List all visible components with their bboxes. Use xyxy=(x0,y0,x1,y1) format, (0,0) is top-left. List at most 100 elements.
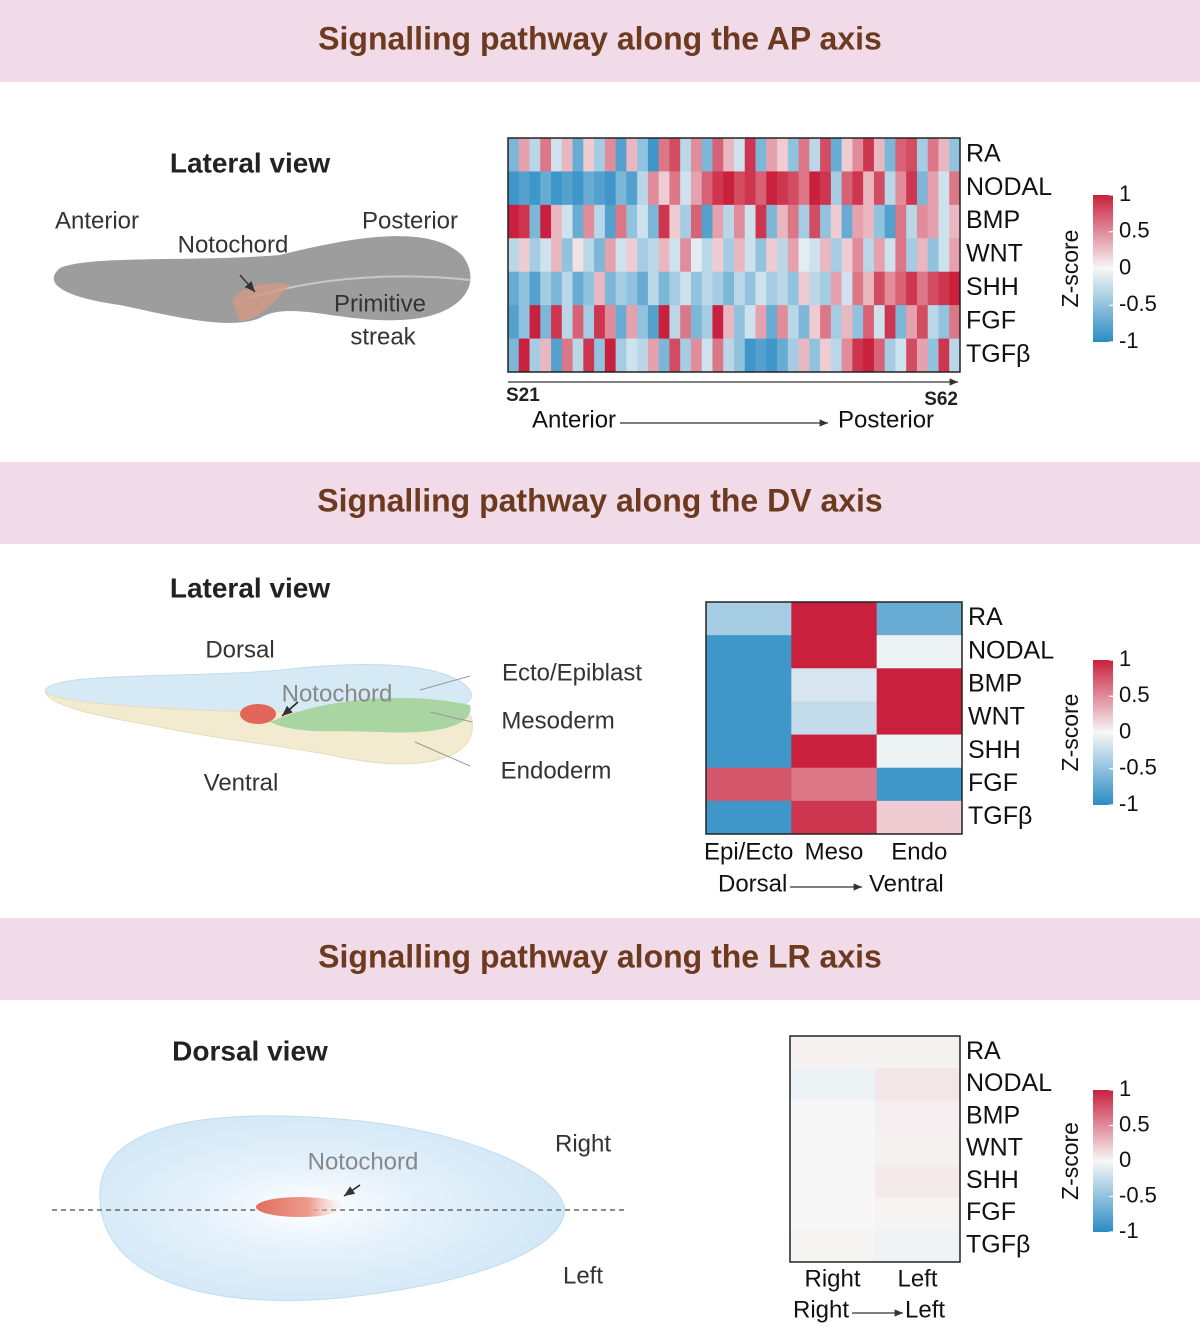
heatmap-cell xyxy=(791,734,878,769)
heatmap-cell xyxy=(626,338,638,373)
heatmap-cell xyxy=(734,171,746,206)
heatmap-cell xyxy=(734,204,746,239)
heatmap-cell xyxy=(583,338,595,373)
heatmap-cell xyxy=(604,204,617,239)
column-label: S21 xyxy=(506,385,540,406)
heatmap-cell xyxy=(701,204,713,239)
heatmap-cell xyxy=(518,271,530,306)
column-label: Right xyxy=(804,1265,860,1292)
section-band xyxy=(0,0,1200,82)
heatmap-cell xyxy=(895,138,907,172)
colorbar-tick-label: 0.5 xyxy=(1119,1111,1150,1136)
heatmap-cell xyxy=(876,668,963,702)
heatmap-cell xyxy=(875,1068,961,1101)
heatmap-cell xyxy=(658,338,670,373)
diagram-label: Notochord xyxy=(282,680,393,707)
heatmap-cell xyxy=(798,171,810,206)
heatmap-cell xyxy=(669,271,681,306)
heatmap-cell xyxy=(529,171,541,206)
heatmap-cell xyxy=(873,204,886,239)
heatmap-cell xyxy=(551,271,563,306)
heatmap-cell xyxy=(809,305,821,339)
heatmap-cell xyxy=(895,338,907,373)
heatmap-cell xyxy=(790,1068,876,1101)
heatmap-cell xyxy=(884,138,896,172)
heatmap-cell xyxy=(508,238,520,273)
heatmap-cell xyxy=(949,171,961,206)
heatmap-cell xyxy=(766,204,778,239)
heatmap-cell xyxy=(658,271,670,306)
heatmap-cell xyxy=(787,271,799,306)
heatmap-cell xyxy=(690,204,703,239)
colorbar-tick-label: 0 xyxy=(1119,254,1131,279)
heatmap-cell xyxy=(734,138,746,172)
heatmap-cell xyxy=(604,338,617,373)
heatmap-cell xyxy=(852,271,864,306)
row-label: NODAL xyxy=(966,173,1052,201)
heatmap-cell xyxy=(787,338,799,373)
heatmap-cell xyxy=(647,171,660,206)
row-label: RA xyxy=(968,603,1003,631)
heatmap-cell xyxy=(615,171,627,206)
heatmap-cell xyxy=(884,171,896,206)
heatmap-cell xyxy=(938,138,950,172)
heatmap-cell xyxy=(790,1132,876,1166)
heatmap-cell xyxy=(927,238,939,273)
colorbar-tick-label: 0.5 xyxy=(1119,682,1150,707)
heatmap-cell xyxy=(669,305,681,339)
heatmap-cell xyxy=(938,305,950,339)
heatmap-cell xyxy=(876,734,963,769)
diagram-label: Right xyxy=(555,1130,611,1157)
heatmap-cell xyxy=(841,171,853,206)
axis-to: Ventral xyxy=(869,870,944,897)
heatmap-cell xyxy=(927,338,939,373)
heatmap-cell xyxy=(777,171,789,206)
heatmap-cell xyxy=(690,305,703,339)
heatmap-cell xyxy=(680,305,692,339)
heatmap-cell xyxy=(680,171,692,206)
diagram-label: Ecto/Epiblast xyxy=(502,659,642,686)
heatmap-cell xyxy=(790,1229,876,1263)
heatmap-cell xyxy=(551,171,563,206)
heatmap-cell xyxy=(572,171,584,206)
diagram-label: Endoderm xyxy=(501,757,612,784)
heatmap-cell xyxy=(572,238,584,273)
section-title: Signalling pathway along the LR axis xyxy=(318,938,882,974)
heatmap-cell xyxy=(669,338,681,373)
heatmap-cell xyxy=(798,338,810,373)
heatmap-cell xyxy=(518,138,530,172)
heatmap-cell xyxy=(766,138,778,172)
heatmap-cell xyxy=(777,305,789,339)
column-label: Endo xyxy=(891,838,947,865)
heatmap-cell xyxy=(508,138,520,172)
heatmap-cell xyxy=(863,204,875,239)
heatmap-cell xyxy=(884,238,896,273)
heatmap-cell xyxy=(777,338,789,373)
heatmap-cell xyxy=(551,138,563,172)
heatmap-cell xyxy=(529,305,541,339)
heatmap-cell xyxy=(508,305,520,339)
heatmap-cell xyxy=(540,338,552,373)
heatmap-cell xyxy=(594,305,606,339)
heatmap-cell xyxy=(906,138,918,172)
heatmap-cell xyxy=(508,204,520,239)
heatmap-cell xyxy=(626,238,638,273)
heatmap-cell xyxy=(690,138,703,172)
heatmap-cell xyxy=(626,138,638,172)
heatmap-cell xyxy=(604,271,617,306)
heatmap-cell xyxy=(658,204,670,239)
heatmap-cell xyxy=(841,271,853,306)
heatmap-cell xyxy=(615,138,627,172)
heatmap-cell xyxy=(852,138,864,172)
heatmap-cell xyxy=(949,138,961,172)
heatmap-cell xyxy=(626,305,638,339)
colorbar-label: Z-score xyxy=(1057,230,1083,308)
heatmap-cell xyxy=(647,204,660,239)
heatmap-cell xyxy=(777,238,789,273)
axis-from: Right xyxy=(793,1296,849,1323)
heatmap-cell xyxy=(766,338,778,373)
heatmap-cell xyxy=(876,602,963,636)
heatmap-cell xyxy=(876,800,963,835)
colorbar-tick-label: -0.5 xyxy=(1119,1182,1157,1207)
heatmap-cell xyxy=(637,171,649,206)
